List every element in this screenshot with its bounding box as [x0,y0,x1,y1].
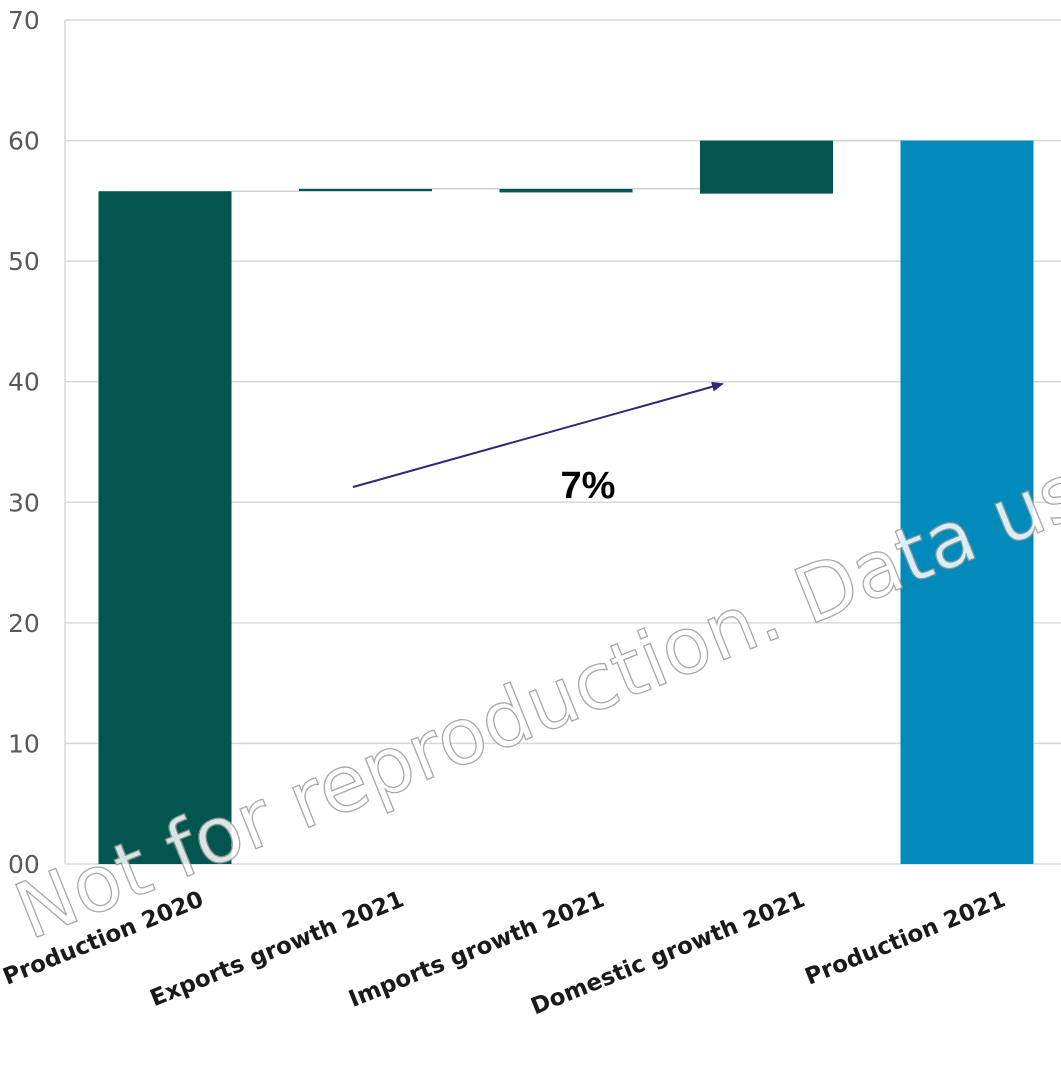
y-tick-label: 20 [8,609,40,638]
y-tick-label: 50 [8,247,40,276]
y-tick-label: 00 [8,850,40,879]
growth-arrow [352,381,724,488]
y-axis-ticks: 00 10 20 30 40 50 60 70 [8,6,40,879]
x-category-label: Production 2021 [801,886,1009,990]
y-tick-label: 10 [8,729,40,758]
growth-percent-label: 7% [561,465,616,507]
bar-1 [98,191,232,864]
annotation: 7% [352,381,724,507]
y-tick-label: 70 [8,6,40,35]
y-tick-label: 40 [8,368,40,397]
bar-2 [299,188,432,192]
y-tick-label: 60 [8,127,40,156]
bar-4 [700,140,833,194]
bar-5 [900,140,1034,865]
y-tick-label: 30 [8,488,40,517]
bars [98,139,1034,865]
bar-3 [499,188,633,193]
